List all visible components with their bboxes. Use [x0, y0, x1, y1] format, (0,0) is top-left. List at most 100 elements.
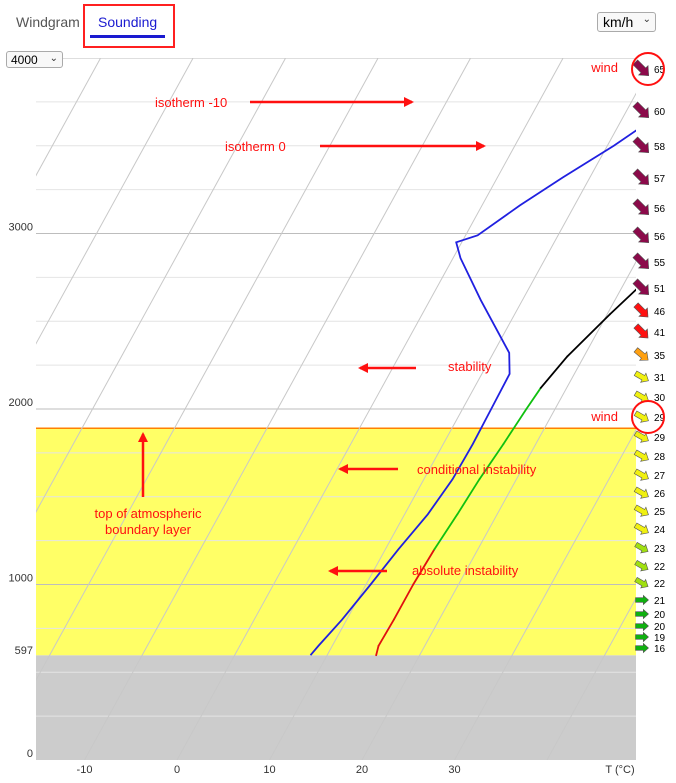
wind-speed-label: 55	[654, 258, 666, 269]
absolute-instability-annotation: absolute instability	[412, 563, 519, 578]
temperature-series-segment	[539, 355, 569, 389]
temperature-series-segment	[392, 583, 415, 621]
isotherm-line	[36, 58, 379, 682]
wind-speed-label: 30	[654, 393, 666, 404]
isotherm-line	[36, 58, 102, 177]
wind-arrow-icon	[635, 620, 649, 632]
wind-arrow-icon	[632, 226, 650, 244]
wind-speed-label: 56	[654, 204, 666, 215]
y-tick-label: 2000	[9, 397, 33, 409]
tab-sounding[interactable]: Sounding	[98, 14, 158, 30]
wind-speed-label: 46	[654, 307, 666, 318]
wind-speed-label: 16	[654, 644, 666, 655]
wind-speed-label: 26	[654, 489, 666, 500]
wind-arrow-shape	[632, 252, 650, 270]
wind-speed-label: 25	[654, 507, 666, 518]
wind-arrow-icon	[633, 522, 649, 535]
wind-arrow-icon	[634, 559, 649, 572]
y-tick-label: 3000	[9, 222, 33, 234]
wind-speed-label: 20	[654, 610, 666, 621]
stability-annotation: stability	[448, 359, 492, 374]
boundary-layer-annotation-line1: top of atmospheric	[95, 506, 202, 521]
wind-speed-label: 57	[654, 174, 666, 185]
isotherm-line	[361, 260, 636, 760]
wind-arrow-shape	[635, 631, 649, 643]
isotherm-line	[546, 597, 636, 760]
wind-arrow-icon	[633, 347, 649, 361]
wind-arrow-icon	[632, 278, 650, 296]
altitude-select-value: 4000	[11, 53, 38, 67]
wind-speed-label: 23	[654, 544, 666, 555]
wind-arrow-icon	[634, 576, 649, 589]
wind-arrow-shape	[635, 594, 649, 606]
boundary-layer-annotation-line2: boundary layer	[105, 522, 192, 537]
wind-arrow-shape	[633, 449, 649, 462]
wind-highlight-circle	[631, 52, 665, 86]
wind-arrow-icon	[633, 504, 649, 517]
wind-speed-label: 22	[654, 579, 666, 590]
wind-speed-label: 35	[654, 351, 666, 362]
isotherm-0-annotation: isotherm 0	[225, 139, 286, 154]
conditional-instability-annotation: conditional instability	[417, 462, 537, 477]
wind-arrow-shape	[632, 101, 650, 119]
dewpoint-series-line	[309, 129, 636, 656]
wind-speed-label: 20	[654, 622, 666, 633]
wind-arrow-shape	[635, 642, 649, 654]
isotherm-line	[176, 58, 564, 760]
temperature-series-segment	[566, 313, 611, 358]
temperature-series-segment	[502, 408, 528, 446]
wind-arrow-icon	[632, 198, 650, 216]
wind-speed-label: 31	[654, 373, 666, 384]
wind-arrow-icon	[635, 594, 649, 606]
wind-arrow-shape	[632, 198, 650, 216]
wind-arrow-icon	[633, 486, 649, 499]
wind-arrow-shape	[635, 608, 649, 620]
tab-windgram[interactable]: Windgram	[16, 14, 80, 30]
x-tick-label: 10	[263, 764, 275, 776]
unit-select[interactable]: km/h ⌄	[597, 12, 656, 32]
wind-speed-label: 51	[654, 284, 666, 295]
wind-arrow-icon	[634, 541, 649, 554]
wind-arrow-shape	[633, 302, 649, 318]
wind-speed-label: 41	[654, 328, 666, 339]
wind-arrow-shape	[633, 323, 649, 339]
wind-arrow-icon	[632, 136, 650, 154]
isotherm-line	[0, 58, 8, 760]
wind-arrow-shape	[635, 620, 649, 632]
active-tab-indicator	[90, 35, 165, 38]
temperature-series-segment	[375, 645, 380, 657]
wind-speed-label: 65	[654, 65, 666, 76]
wind-arrow-icon	[635, 631, 649, 643]
wind-speed-label: 58	[654, 142, 666, 153]
isotherm-line	[36, 58, 194, 345]
wind-speed-label: 60	[654, 107, 666, 118]
wind-speed-label: 27	[654, 471, 666, 482]
wind-arrow-shape	[633, 486, 649, 499]
wind-speed-label: 24	[654, 525, 666, 536]
wind-arrow-icon	[632, 59, 650, 77]
wind-arrow-icon	[632, 252, 650, 270]
temperature-series-segment	[609, 288, 636, 316]
wind-arrow-shape	[634, 576, 649, 589]
wind-arrow-icon	[635, 608, 649, 620]
temperature-series-segment	[412, 548, 436, 586]
wind-arrow-icon	[633, 370, 649, 383]
x-tick-label: 30	[448, 764, 460, 776]
isotherm-line	[269, 92, 636, 760]
temperature-series-segment	[525, 387, 542, 410]
wind-annotation-top: wind	[590, 60, 618, 75]
wind-arrow-icon	[633, 410, 649, 423]
unit-select-value: km/h	[603, 14, 634, 30]
y-tick-label: 1000	[9, 573, 33, 585]
ground-area	[36, 655, 636, 760]
isotherm-minus10-annotation: isotherm -10	[155, 95, 227, 110]
x-tick-label: 0	[174, 764, 180, 776]
wind-highlight-circle	[631, 400, 665, 434]
altitude-select[interactable]: 4000 ⌄	[6, 51, 63, 68]
wind-speed-label: 21	[654, 596, 666, 607]
wind-arrow-shape	[632, 278, 650, 296]
wind-arrow-shape	[633, 370, 649, 383]
ground-altitude-label: 597	[15, 645, 33, 657]
y-tick-label: 0	[27, 748, 33, 760]
wind-arrow-shape	[633, 504, 649, 517]
